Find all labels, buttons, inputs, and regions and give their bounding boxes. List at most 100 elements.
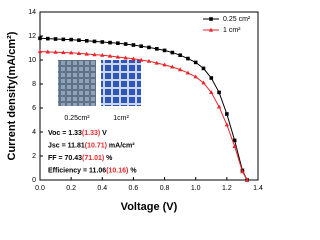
- inset-label: 0.25cm²: [64, 115, 90, 122]
- data-point: [100, 52, 105, 57]
- data-point: [146, 58, 152, 63]
- data-point: [61, 37, 66, 42]
- data-point: [201, 66, 206, 71]
- x-tick-label: 1.0: [191, 185, 201, 192]
- data-point: [77, 38, 81, 42]
- data-point: [154, 60, 159, 65]
- data-point: [131, 43, 136, 47]
- inset-photo: [58, 60, 96, 106]
- data-point: [139, 44, 144, 48]
- data-point: [217, 90, 221, 95]
- data-point: [92, 52, 97, 57]
- annotation-unit: %: [128, 167, 137, 174]
- data-point: [38, 36, 42, 41]
- annotation-unit: %: [104, 155, 113, 162]
- data-point: [37, 49, 43, 54]
- data-point: [53, 37, 58, 41]
- annotation-text: Efficiency = 11.06: [48, 167, 106, 174]
- series-line: [39, 37, 248, 181]
- data-point: [76, 51, 82, 55]
- data-point: [170, 50, 175, 55]
- annotation-text: Voc = 1.33: [48, 130, 82, 137]
- data-point: [107, 53, 113, 58]
- data-point: [123, 42, 128, 46]
- x-tick-label: 0.2: [66, 185, 76, 192]
- chart: 0.25cm² 1cm² Voltage (V) Current density…: [6, 9, 263, 213]
- data-point: [131, 56, 136, 61]
- data-point: [53, 49, 58, 54]
- annotation-unit: mA/cm²: [107, 142, 135, 149]
- data-point: [116, 41, 120, 45]
- annotation: Efficiency = 11.06(10.16) %: [48, 167, 137, 174]
- annotation-text: Jsc = 11.81: [48, 142, 85, 149]
- y-tick-label: 12: [28, 33, 36, 40]
- inset-label: 1cm²: [113, 115, 129, 122]
- annotation: FF = 70.43(71.01) %: [48, 155, 113, 162]
- data-point: [201, 80, 206, 85]
- data-point: [108, 40, 112, 45]
- data-point: [224, 122, 230, 127]
- x-tick-label: 1.2: [222, 185, 232, 192]
- data-point: [209, 76, 214, 80]
- data-point: [244, 177, 250, 182]
- data-point: [139, 57, 144, 62]
- x-tick-label: 0.8: [160, 185, 170, 192]
- series-line: [39, 50, 248, 181]
- data-point: [216, 104, 222, 109]
- annotation-paren: (10.71): [85, 142, 107, 149]
- data-point: [123, 55, 128, 60]
- y-tick-label: 8: [32, 81, 36, 88]
- y-tick-label: 6: [32, 105, 36, 112]
- data-point: [185, 70, 191, 75]
- page: 0.25cm² 1cm² Voltage (V) Current density…: [5, 8, 263, 213]
- data-point: [177, 67, 183, 72]
- data-point: [69, 37, 73, 42]
- inset-photo: [101, 60, 141, 106]
- legend-marker: [209, 17, 213, 21]
- data-point: [193, 74, 198, 79]
- annotation: Voc = 1.33(1.33) V: [48, 130, 107, 137]
- y-tick-label: 10: [28, 57, 36, 64]
- data-point: [154, 47, 159, 51]
- data-point: [84, 51, 89, 56]
- x-tick-label: 1.4: [253, 185, 263, 192]
- data-point: [170, 64, 175, 69]
- data-point: [240, 169, 245, 174]
- y-tick-label: 4: [32, 129, 36, 136]
- annotation-text: FF = 70.43: [48, 155, 82, 162]
- legend-label: 1 cm²: [223, 27, 241, 34]
- annotation-paren: (71.01): [82, 155, 104, 162]
- y-tick-label: 0: [32, 177, 36, 184]
- y-tick-label: 2: [32, 153, 36, 160]
- annotation-paren: (10.16): [106, 167, 128, 174]
- data-point: [225, 112, 229, 116]
- data-point: [45, 49, 50, 54]
- data-point: [45, 36, 50, 41]
- data-point: [232, 138, 237, 143]
- data-point: [162, 48, 167, 53]
- data-point: [100, 40, 105, 44]
- x-tick-label: 0.6: [129, 185, 139, 192]
- data-point: [186, 56, 190, 61]
- x-tick-label: 0.4: [97, 185, 107, 192]
- data-point: [147, 45, 151, 50]
- data-point: [61, 50, 66, 55]
- data-point: [115, 54, 121, 59]
- data-point: [84, 39, 89, 43]
- y-tick-label: 14: [28, 9, 36, 16]
- x-axis-label: Voltage (V): [121, 201, 178, 213]
- data-point: [162, 62, 167, 67]
- data-point: [193, 60, 198, 65]
- legend-marker: [208, 27, 214, 32]
- y-axis-label: Current density(mA/cm²): [6, 31, 18, 160]
- legend-label: 0.25 cm²: [223, 16, 251, 23]
- x-tick-label: 0.0: [35, 185, 45, 192]
- data-point: [68, 50, 74, 55]
- data-point: [178, 53, 182, 57]
- annotation-unit: V: [100, 130, 107, 137]
- annotation-paren: (1.33): [82, 130, 100, 137]
- data-point: [209, 90, 214, 94]
- plot-frame: [39, 11, 259, 181]
- data-point: [232, 144, 237, 148]
- data-point: [92, 39, 97, 44]
